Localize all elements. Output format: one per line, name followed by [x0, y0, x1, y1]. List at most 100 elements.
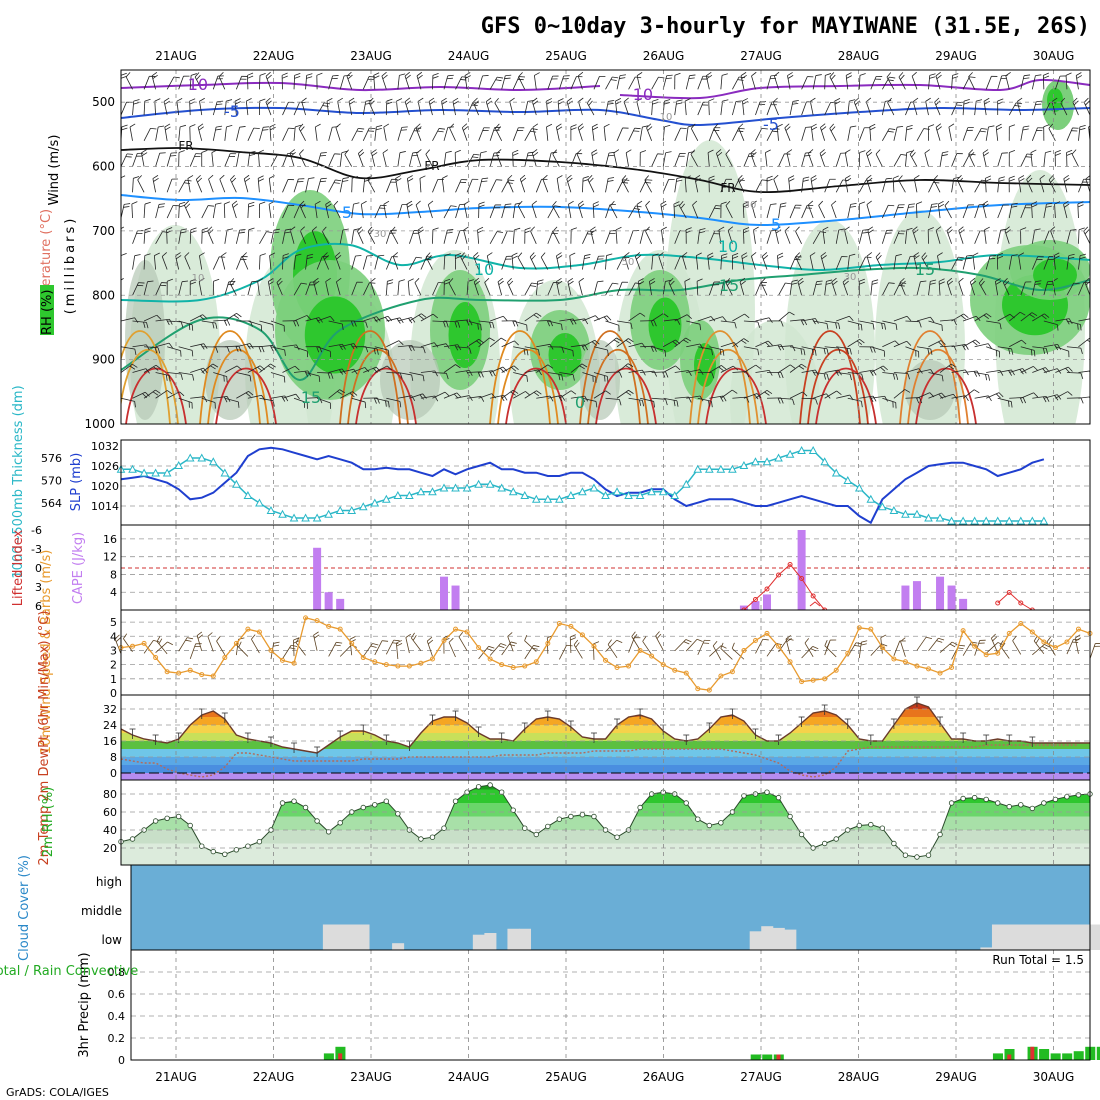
- wind-barb: [489, 337, 502, 348]
- wind-barb: [819, 153, 826, 167]
- wind-barb-feather: [765, 341, 771, 347]
- wind-barb-feather: [154, 252, 160, 256]
- temp-ylabel: 2m Temp 2m DewPt (6hr Min/Max) (°C): [37, 611, 52, 866]
- wind-barb-feather: [342, 180, 349, 182]
- wind-barb: [835, 229, 840, 244]
- wind-barb-feather: [153, 177, 159, 182]
- wind-barb: [178, 126, 181, 141]
- wind-barb-feather: [247, 75, 254, 79]
- wind-barb-feather: [156, 636, 161, 642]
- wind-barb-feather: [295, 253, 302, 256]
- wind-barb: [628, 205, 636, 219]
- wind-barb-feather: [373, 348, 376, 355]
- wind-barb-feather: [610, 200, 615, 206]
- wind-barb-feather: [880, 634, 887, 638]
- wind-barb-feather: [958, 226, 964, 231]
- wind-barb-feather: [500, 337, 507, 342]
- wind-barb-feather: [911, 152, 916, 158]
- wind-barb-feather: [1043, 75, 1050, 79]
- wind-barb: [705, 75, 710, 90]
- isotherm-label: -10: [627, 85, 653, 104]
- wind-speed-point: [476, 645, 482, 651]
- thickness-point: [451, 483, 460, 492]
- wind-barb: [661, 229, 664, 244]
- wind-barb: [662, 126, 665, 141]
- lifted-index-point: [1018, 600, 1024, 606]
- wind-barb: [212, 127, 217, 141]
- precip-total-bar: [1062, 1053, 1073, 1060]
- wind-barb: [605, 255, 607, 270]
- wind-barb: [1055, 318, 1070, 322]
- wind-barb: [731, 648, 745, 660]
- wind-barb-feather: [520, 174, 526, 180]
- wind-barb-feather: [743, 227, 750, 231]
- wind-barb-feather: [408, 345, 412, 352]
- wind-barb: [293, 102, 301, 116]
- wind-barb-feather: [949, 643, 956, 648]
- wind-barb: [974, 395, 989, 399]
- wind-barb: [875, 256, 883, 270]
- wind-barb: [893, 255, 897, 270]
- thickness-point: [704, 464, 714, 473]
- wind-barb-feather: [533, 314, 539, 319]
- wind-barb: [373, 75, 376, 90]
- wind-barb-feather: [757, 321, 761, 328]
- wind-barb-feather: [1066, 149, 1073, 153]
- wind-barb: [425, 154, 433, 167]
- wind-barb-feather: [359, 151, 365, 157]
- low-cloud-bar: [345, 924, 358, 950]
- wind-barb-feather: [444, 253, 451, 256]
- wind-barb: [737, 179, 745, 193]
- wind-barb-feather: [181, 280, 189, 283]
- wind-barb-feather: [669, 280, 675, 286]
- wind-barb: [674, 101, 678, 116]
- wind-barb: [558, 75, 565, 90]
- wind-barb-feather: [735, 100, 742, 102]
- wind-barb: [1066, 127, 1073, 141]
- wind-barb: [875, 153, 883, 167]
- wind-barb: [916, 204, 918, 219]
- wind-barb: [905, 320, 920, 323]
- wind-barb: [224, 313, 237, 322]
- wind-barb-feather: [330, 372, 334, 379]
- wind-speed-point: [395, 663, 401, 669]
- wind-barb-feather: [249, 375, 252, 382]
- wind-barb-feather: [912, 97, 919, 102]
- precip-conv-bars: [338, 1046, 1035, 1060]
- wind-barb: [946, 230, 952, 244]
- wind-barb-feather: [251, 280, 258, 283]
- wind-barb: [293, 255, 296, 270]
- wind-barb: [414, 282, 422, 296]
- wind-barb: [582, 230, 589, 244]
- wind-barb: [755, 317, 770, 322]
- wind-barb-feather: [399, 401, 402, 408]
- wind-barb-feather: [144, 98, 151, 102]
- wind-barb-feather: [630, 323, 633, 330]
- wind-barb-feather: [364, 176, 371, 179]
- wind-barb-feather: [607, 349, 609, 356]
- wind-barb: [847, 397, 862, 402]
- wind-barb-feather: [661, 226, 667, 231]
- wind-barb-feather: [796, 254, 802, 260]
- thickness-point: [185, 453, 195, 462]
- wind-barb-feather: [919, 397, 923, 404]
- wind-barb: [511, 255, 514, 270]
- rh-point: [475, 784, 482, 790]
- wind-barb: [293, 370, 308, 373]
- wind-barb: [328, 320, 343, 325]
- slp-tick: 1032: [91, 440, 119, 453]
- wind-barb: [824, 179, 831, 193]
- wind-barb-feather: [968, 149, 974, 155]
- wind-barb-feather: [787, 72, 793, 76]
- wind-barb: [865, 101, 872, 116]
- wind-barb: [605, 101, 609, 116]
- date-label-top: 21AUG: [155, 49, 197, 63]
- wind-barb: [755, 639, 764, 654]
- wind-barb: [415, 127, 422, 141]
- wind-barb-feather: [429, 100, 435, 105]
- wind-barb-feather: [336, 254, 342, 260]
- wind-barb: [189, 101, 191, 116]
- wind-barb-feather: [405, 633, 412, 638]
- wind-barb: [660, 204, 664, 219]
- wind-barb: [847, 126, 851, 141]
